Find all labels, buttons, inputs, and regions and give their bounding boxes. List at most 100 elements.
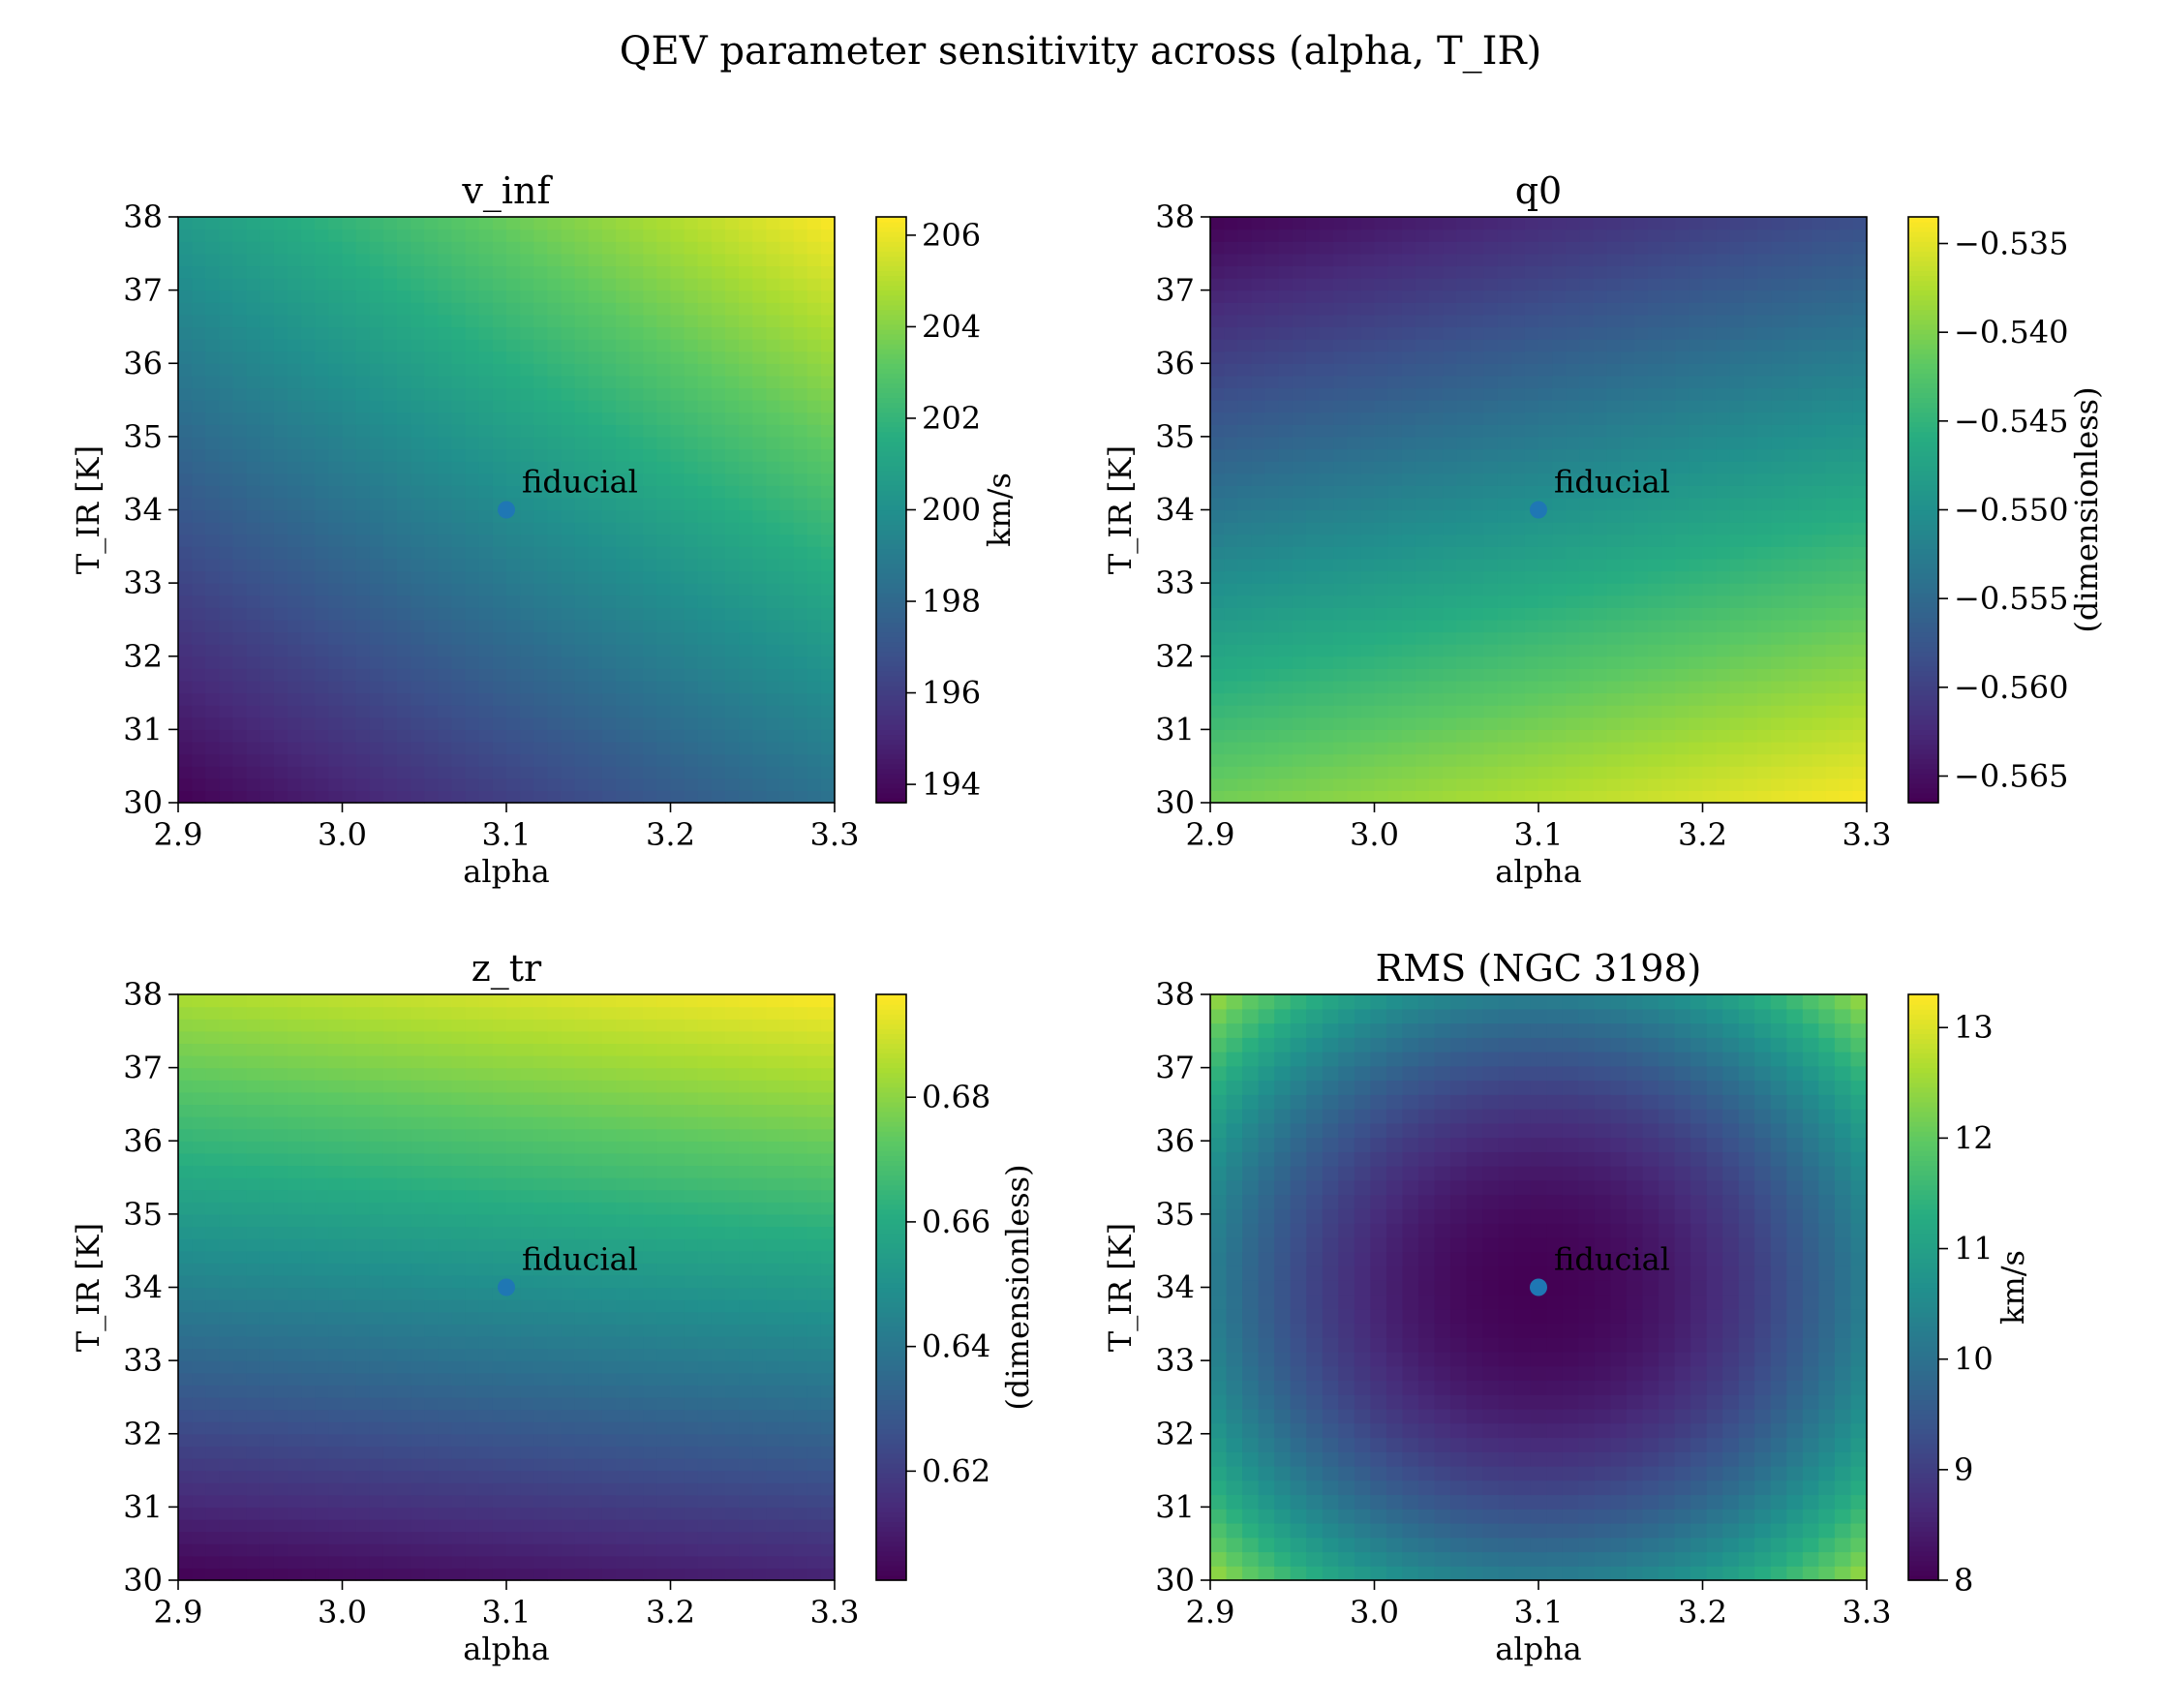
heatmap-cell [725,497,740,511]
heatmap-cell [1210,619,1225,633]
colorbar-segment [1908,251,1938,257]
heatmap-cell [1292,631,1307,645]
heatmap-cell [1264,778,1280,791]
heatmap-cell [342,534,357,547]
heatmap-cell [766,741,781,755]
heatmap-cell [1415,229,1430,242]
heatmap-cell [1292,583,1307,596]
heatmap-cell [1620,778,1635,791]
heatmap-cell [520,485,534,499]
heatmap-cell [1716,314,1731,328]
heatmap-cell [616,522,630,535]
heatmap-cell [1305,717,1321,730]
heatmap-cell [492,766,507,779]
colorbar-segment [1908,344,1938,350]
heatmap-cell [478,558,494,572]
heatmap-cell [219,607,234,621]
colorbar-segment [876,500,906,506]
heatmap-cell [1771,778,1785,791]
heatmap-cell [424,229,439,242]
heatmap-cell [397,217,411,230]
heatmap-cell [1483,692,1499,706]
colorbar-segment [1908,700,1938,706]
heatmap-cell [574,656,590,669]
heatmap-cell [411,400,425,413]
colorbar-segment [876,436,906,442]
heatmap-cell [1606,217,1622,230]
heatmap-cell [711,753,726,767]
heatmap-cell [793,461,808,474]
heatmap-cell [1593,461,1608,474]
heatmap-cell [328,668,344,682]
heatmap-cell [1305,729,1321,743]
heatmap-cell [1757,448,1772,462]
heatmap-cell [301,644,316,657]
heatmap-cell [1798,656,1813,669]
heatmap-cell [465,607,480,621]
heatmap-cell [1251,290,1266,303]
heatmap-cell [301,741,316,755]
heatmap-cell [288,680,302,694]
heatmap-cell [192,631,206,645]
heatmap-cell [1292,778,1307,791]
heatmap-cell [369,680,384,694]
heatmap-cell [232,631,248,645]
heatmap-cell [397,314,411,328]
heatmap-cell [492,595,507,608]
y-tick-label: 38 [123,198,163,235]
heatmap-cell [1360,570,1376,584]
heatmap-cell [601,436,617,450]
heatmap-cell [1716,546,1731,560]
heatmap-cell [684,302,699,316]
heatmap-cell [533,278,548,291]
heatmap-cell [807,265,822,279]
heatmap-cell [820,631,836,645]
heatmap-cell [643,412,657,425]
heatmap-cell [1470,473,1485,486]
heatmap-cell [1524,229,1539,242]
heatmap-cell [1852,607,1868,621]
heatmap-cell [465,436,480,450]
colorbar-segment [1908,529,1938,535]
heatmap-cell [1538,570,1553,584]
heatmap-cell [1483,583,1499,596]
heatmap-cell [1839,314,1854,328]
heatmap-cell [219,631,234,645]
colorbar-segment [1908,509,1938,516]
heatmap-cell [807,619,822,633]
heatmap-cell [1852,290,1868,303]
heatmap-cell [492,778,507,791]
heatmap-cell [506,424,521,438]
heatmap-cell [411,546,425,560]
heatmap-cell [1483,229,1499,242]
colorbar-segment [876,231,906,237]
heatmap-cell [1743,375,1758,389]
heatmap-cell [601,314,617,328]
heatmap-cell [1415,741,1430,755]
heatmap-cell [561,753,576,767]
heatmap-cell [574,448,590,462]
heatmap-cell [1620,436,1635,450]
heatmap-cell [1620,570,1635,584]
heatmap-cell [1443,461,1457,474]
heatmap-cell [1443,436,1457,450]
heatmap-cell [1633,314,1649,328]
heatmap-cell [411,583,425,596]
heatmap-cell [1237,375,1252,389]
heatmap-cell [1510,400,1526,413]
heatmap-cell [1401,741,1416,755]
heatmap-cell [533,375,548,389]
heatmap-cell [1456,705,1471,718]
heatmap-cell [1333,729,1348,743]
heatmap-cell [478,717,494,730]
heatmap-cell [561,229,576,242]
heatmap-cell [1593,534,1608,547]
heatmap-cell [369,705,384,718]
heatmap-cell [1702,705,1718,718]
heatmap-cell [1210,363,1225,377]
heatmap-cell [1675,229,1690,242]
heatmap-cell [1633,461,1649,474]
heatmap-cell [1716,229,1731,242]
heatmap-cell [1812,509,1827,523]
x-tick-label: 3.3 [1842,816,1892,853]
